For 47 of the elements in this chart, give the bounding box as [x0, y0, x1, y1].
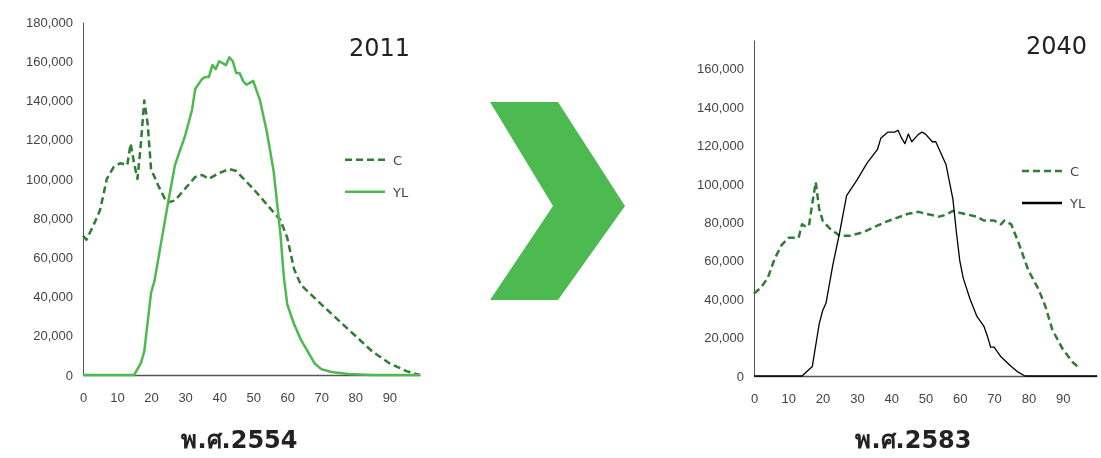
y-tick-label: 20,000: [704, 330, 744, 346]
y-tick-label: 120,000: [697, 138, 744, 154]
x-tick-label: 30: [178, 390, 193, 406]
y-tick-label: 60,000: [704, 253, 744, 269]
x-tick-label: 50: [918, 391, 934, 407]
x-tick-label: 90: [382, 390, 398, 406]
x-tick-label: 20: [144, 390, 159, 406]
x-tick-label: 70: [987, 391, 1002, 407]
y-tick-label: 140,000: [697, 99, 744, 115]
x-tick-label: 0: [750, 391, 759, 407]
y-tick-label: 160,000: [697, 61, 744, 77]
y-tick-label: 0: [736, 368, 744, 384]
y-tick-label: 40,000: [704, 291, 744, 307]
x-tick-label: 70: [314, 390, 330, 406]
x-tick-label: 60: [280, 390, 295, 406]
x-axis-title: พ.ศ.2554: [181, 426, 298, 454]
x-tick-label: 30: [850, 391, 865, 407]
y-tick-label: 160,000: [26, 53, 73, 69]
y-tick-label: 100,000: [26, 171, 73, 187]
legend-label: YL: [1069, 196, 1086, 212]
y-tick-label: 0: [65, 367, 73, 383]
x-tick-label: 40: [884, 391, 899, 407]
x-tick-label: 20: [815, 391, 831, 407]
text: 2011: [348, 34, 410, 62]
legend-label: YL: [392, 184, 409, 200]
x-tick-label: 0: [79, 390, 88, 406]
x-tick-label: 80: [1021, 391, 1037, 407]
y-tick-label: 40,000: [33, 289, 73, 305]
x-tick-label: 40: [212, 390, 227, 406]
y-tick-label: 120,000: [26, 132, 73, 148]
x-tick-label: 50: [246, 390, 261, 406]
x-tick-label: 60: [953, 391, 968, 407]
legend-label: C: [1070, 164, 1080, 180]
chart-title: 2040: [1025, 32, 1087, 60]
y-tick-label: 140,000: [26, 93, 73, 109]
y-tick-label: 80,000: [33, 210, 73, 226]
x-tick-label: 10: [781, 391, 797, 407]
x-axis-title: พ.ศ.2583: [855, 426, 972, 454]
y-tick-label: 180,000: [26, 14, 73, 30]
y-tick-label: 80,000: [704, 215, 744, 231]
y-tick-label: 20,000: [33, 328, 73, 344]
x-tick-label: 80: [348, 390, 364, 406]
x-tick-label: 90: [1055, 391, 1071, 407]
x-tick-label: 10: [110, 390, 125, 406]
y-tick-label: 60,000: [33, 249, 73, 265]
legend-label: C: [393, 152, 403, 168]
y-tick-label: 100,000: [697, 176, 744, 192]
